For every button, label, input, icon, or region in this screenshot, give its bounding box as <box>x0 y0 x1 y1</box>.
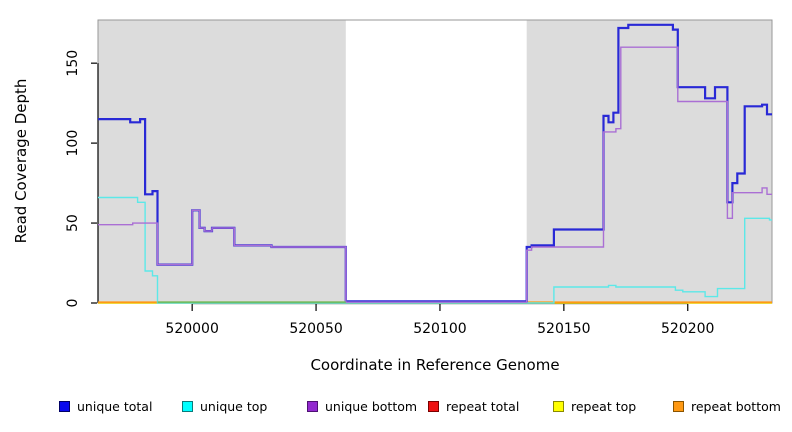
y-axis-title: Read Coverage Depth <box>12 78 30 244</box>
series-unique-bottom <box>98 46 772 303</box>
region-right-highlight <box>526 20 772 303</box>
x-tick-label: 520200 <box>661 321 714 337</box>
series-unique-top <box>98 196 772 304</box>
region-left-highlight <box>98 20 346 303</box>
x-tick-label: 520050 <box>289 321 342 337</box>
y-tick-label: 100 <box>65 130 81 157</box>
x-tick-label: 520150 <box>537 321 590 337</box>
x-axis-title: Coordinate in Reference Genome <box>310 356 560 374</box>
y-tick-label: 150 <box>65 50 81 77</box>
x-tick-label: 520100 <box>413 321 466 337</box>
y-tick-label: 50 <box>65 214 81 232</box>
y-tick-label: 0 <box>65 299 81 308</box>
x-tick-label: 520000 <box>165 321 218 337</box>
